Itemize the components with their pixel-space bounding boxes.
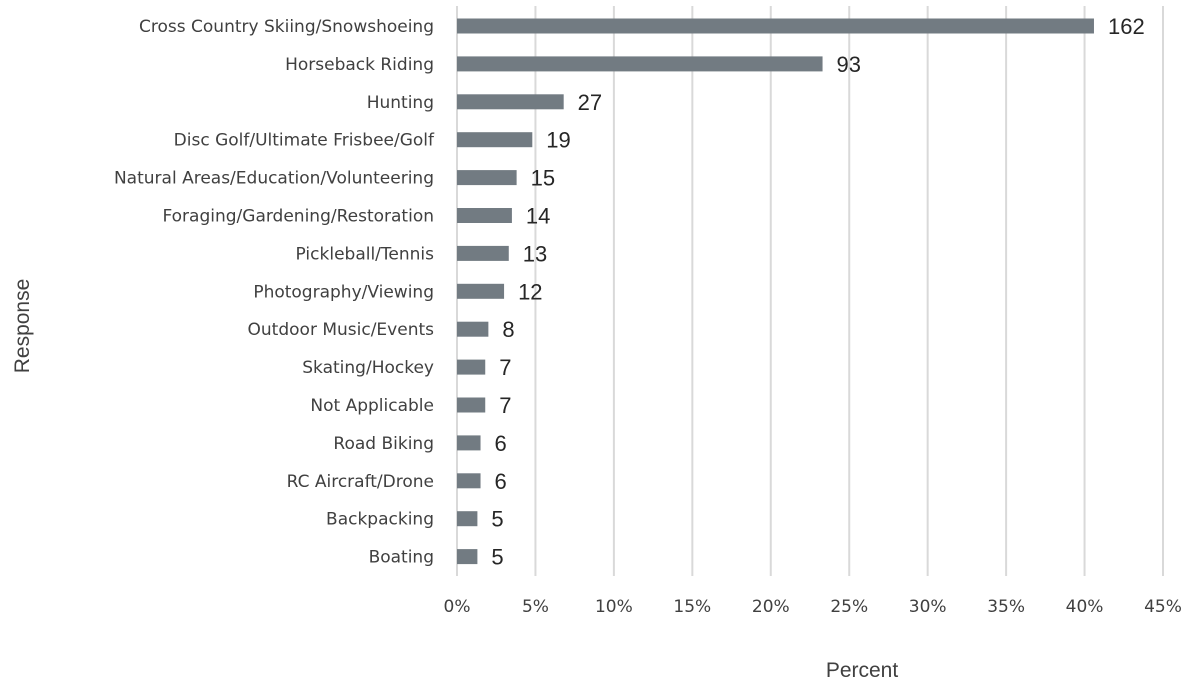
- bar: [457, 18, 1094, 34]
- data-label: 6: [495, 469, 507, 494]
- x-tick-label: 0%: [444, 597, 471, 617]
- bar: [457, 321, 489, 337]
- category-label: Photography/Viewing: [253, 282, 434, 302]
- category-label: Natural Areas/Education/Volunteering: [114, 169, 434, 189]
- bar: [457, 132, 533, 148]
- gridlines: [456, 6, 1164, 576]
- category-label: Outdoor Music/Events: [248, 320, 435, 340]
- y-axis-title: Response: [11, 279, 34, 374]
- x-tick-label: 10%: [595, 597, 633, 617]
- bar: [457, 56, 823, 72]
- bar: [457, 94, 564, 110]
- bar: [457, 511, 478, 527]
- bar: [457, 549, 478, 565]
- category-label: Not Applicable: [310, 396, 434, 416]
- data-label: 5: [491, 545, 503, 570]
- x-tick-label: 20%: [752, 597, 790, 617]
- bar: [457, 435, 481, 451]
- bar: [457, 208, 512, 223]
- x-tick-label: 5%: [522, 597, 549, 617]
- category-label: Skating/Hockey: [302, 358, 434, 378]
- data-label: 8: [502, 317, 514, 342]
- data-label: 162: [1108, 14, 1145, 39]
- data-labels: 162 93 27 19 15 14 13 128 7 7 6 6 5 5: [491, 14, 1144, 570]
- data-label: 93: [837, 52, 861, 77]
- category-label: Pickleball/Tennis: [296, 244, 435, 264]
- category-labels: Cross Country Skiing/Snowshoeing Horsebac…: [114, 17, 435, 568]
- category-label: Boating: [369, 548, 434, 568]
- data-label: 12: [518, 279, 542, 304]
- data-label: 14: [526, 204, 550, 229]
- data-label: 15: [531, 166, 555, 191]
- category-label: Cross Country Skiing/Snowshoeing: [139, 17, 434, 37]
- data-label: 5: [491, 507, 503, 532]
- data-label: 27: [578, 90, 602, 115]
- bar: [457, 283, 505, 299]
- bar: [457, 245, 509, 261]
- bar: [457, 170, 517, 186]
- bar: [457, 473, 481, 489]
- x-tick-label: 45%: [1144, 597, 1182, 617]
- bar: [457, 359, 486, 375]
- x-tick-label: 25%: [830, 597, 868, 617]
- category-label: Road Biking: [333, 434, 434, 454]
- data-label: 19: [546, 128, 570, 153]
- data-label: 13: [523, 241, 547, 266]
- data-label: 6: [495, 431, 507, 456]
- category-label: Horseback Riding: [285, 55, 434, 75]
- x-tick-label: 15%: [673, 597, 711, 617]
- x-tick-labels: 0% 5% 10% 15% 20% 25% 30% 35% 40% 45%: [444, 597, 1182, 617]
- category-label: Hunting: [367, 93, 434, 113]
- category-label: Disc Golf/Ultimate Frisbee/Golf: [174, 131, 435, 151]
- category-label: Backpacking: [326, 510, 434, 530]
- category-label: Foraging/Gardening/Restoration: [162, 207, 434, 227]
- x-tick-label: 40%: [1066, 597, 1104, 617]
- bars: [457, 18, 1094, 565]
- data-label: 7: [499, 393, 511, 418]
- x-tick-label: 30%: [909, 597, 947, 617]
- category-label: RC Aircraft/Drone: [287, 472, 434, 492]
- x-axis-title: Percent: [826, 659, 899, 682]
- data-label: 7: [499, 355, 511, 380]
- x-tick-label: 35%: [987, 597, 1025, 617]
- bar: [457, 397, 486, 413]
